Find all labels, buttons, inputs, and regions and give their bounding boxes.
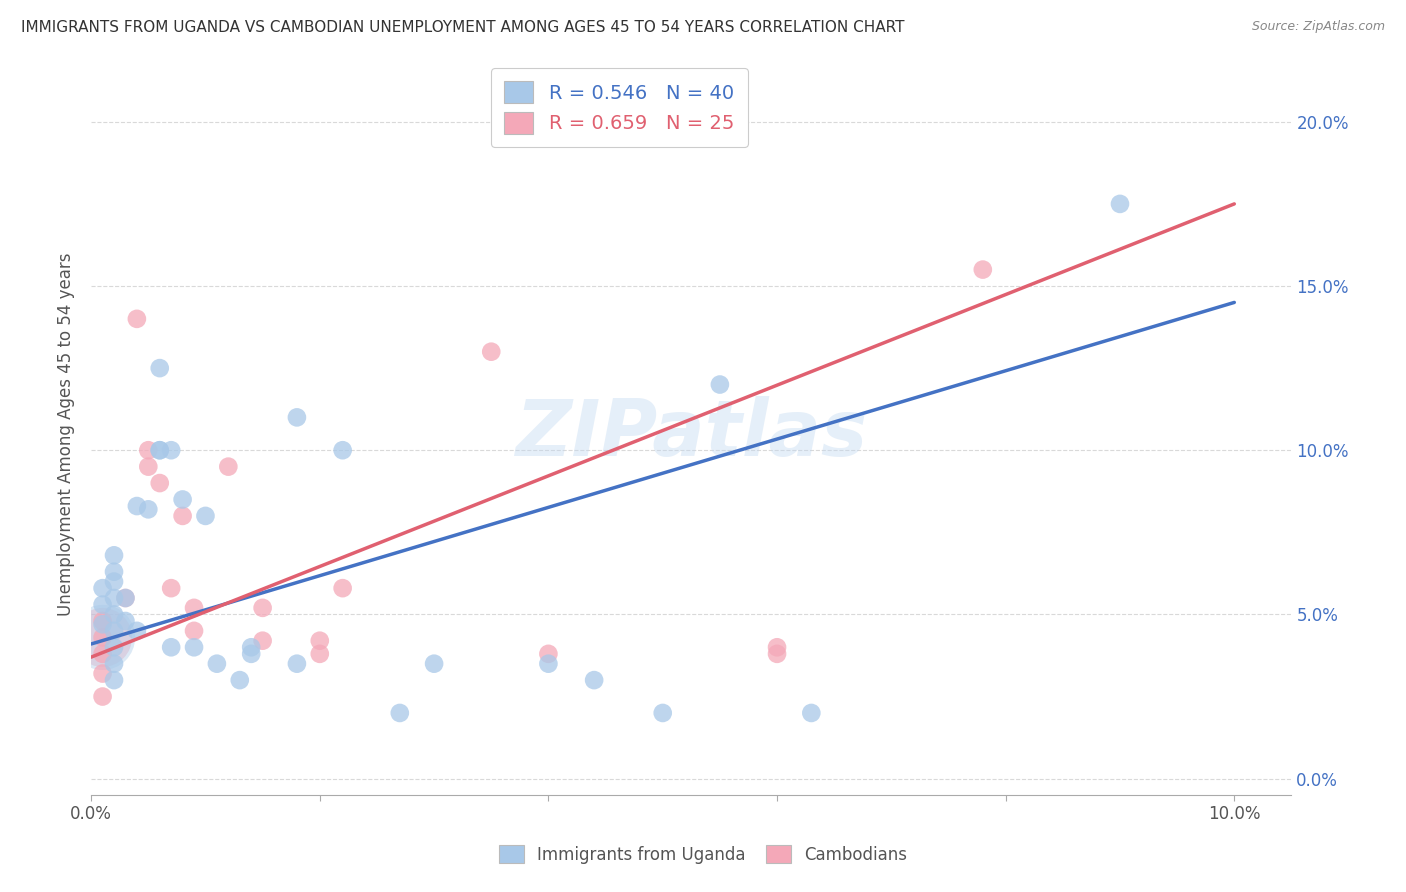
Point	[240, 647, 263, 661]
Point	[183, 600, 205, 615]
Point	[160, 640, 183, 655]
Point	[91, 631, 114, 645]
Point	[91, 647, 114, 661]
Point	[1109, 197, 1132, 211]
Point	[583, 673, 606, 687]
Point	[205, 657, 228, 671]
Point	[479, 344, 502, 359]
Point	[114, 591, 136, 605]
Point	[103, 673, 125, 687]
Point	[240, 640, 263, 655]
Point	[651, 706, 673, 720]
Point	[125, 311, 148, 326]
Point	[332, 443, 354, 458]
Point	[183, 640, 205, 655]
Point	[91, 666, 114, 681]
Legend: R = 0.546   N = 40, R = 0.659   N = 25: R = 0.546 N = 40, R = 0.659 N = 25	[491, 68, 748, 147]
Point	[149, 443, 172, 458]
Text: Source: ZipAtlas.com: Source: ZipAtlas.com	[1251, 20, 1385, 33]
Point	[136, 502, 159, 516]
Point	[125, 499, 148, 513]
Point	[125, 624, 148, 638]
Point	[103, 565, 125, 579]
Point	[103, 640, 125, 655]
Point	[537, 657, 560, 671]
Point	[172, 492, 194, 507]
Point	[332, 581, 354, 595]
Point	[91, 598, 114, 612]
Point	[91, 581, 114, 595]
Point	[172, 508, 194, 523]
Point	[103, 657, 125, 671]
Point	[160, 581, 183, 595]
Point	[766, 640, 789, 655]
Point	[91, 617, 114, 632]
Point	[285, 410, 308, 425]
Point	[217, 459, 239, 474]
Point	[972, 262, 994, 277]
Point	[91, 690, 114, 704]
Point	[160, 443, 183, 458]
Point	[308, 633, 330, 648]
Point	[766, 647, 789, 661]
Point	[194, 508, 217, 523]
Point	[537, 647, 560, 661]
Point	[114, 591, 136, 605]
Point	[229, 673, 252, 687]
Point	[285, 657, 308, 671]
Point	[308, 647, 330, 661]
Point	[136, 459, 159, 474]
Point	[91, 614, 114, 628]
Point	[103, 574, 125, 589]
Point	[388, 706, 411, 720]
Point	[136, 443, 159, 458]
Point	[103, 607, 125, 622]
Point	[91, 631, 114, 645]
Point	[149, 361, 172, 376]
Text: ZIPatlas: ZIPatlas	[515, 396, 868, 472]
Text: IMMIGRANTS FROM UGANDA VS CAMBODIAN UNEMPLOYMENT AMONG AGES 45 TO 54 YEARS CORRE: IMMIGRANTS FROM UGANDA VS CAMBODIAN UNEM…	[21, 20, 904, 35]
Legend: Immigrants from Uganda, Cambodians: Immigrants from Uganda, Cambodians	[492, 838, 914, 871]
Point	[103, 624, 125, 638]
Point	[103, 549, 125, 563]
Point	[252, 600, 274, 615]
Point	[423, 657, 446, 671]
Y-axis label: Unemployment Among Ages 45 to 54 years: Unemployment Among Ages 45 to 54 years	[58, 252, 75, 615]
Point	[114, 614, 136, 628]
Point	[800, 706, 823, 720]
Point	[183, 624, 205, 638]
Point	[709, 377, 731, 392]
Point	[91, 631, 114, 645]
Point	[149, 476, 172, 491]
Point	[149, 443, 172, 458]
Point	[252, 633, 274, 648]
Point	[103, 591, 125, 605]
